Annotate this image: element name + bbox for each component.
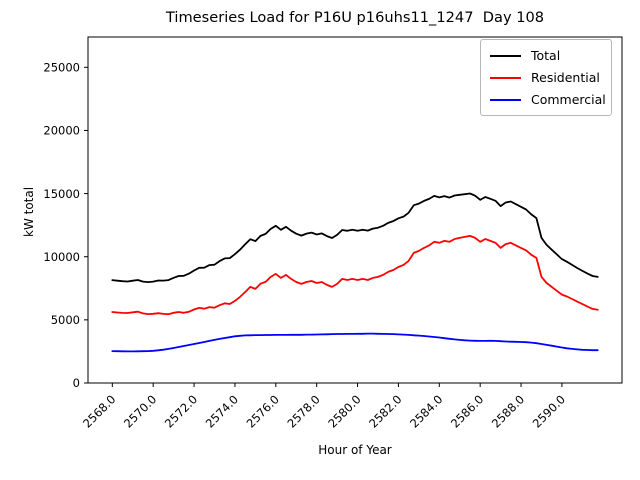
legend-item-residential: Residential bbox=[490, 67, 611, 89]
y-tick-label: 25000 bbox=[43, 61, 80, 75]
series-line-total bbox=[111, 192, 599, 284]
legend: Total Residential Commercial bbox=[480, 39, 612, 116]
x-tick-label: 2586.0 bbox=[448, 392, 486, 430]
series-line-residential bbox=[111, 234, 599, 316]
plot-frame bbox=[87, 36, 623, 384]
y-tick-label: 15000 bbox=[43, 187, 80, 201]
legend-item-commercial: Commercial bbox=[490, 89, 611, 111]
legend-line-sample bbox=[490, 55, 521, 57]
x-axis-label: Hour of Year bbox=[318, 443, 392, 457]
x-tick-label: 2582.0 bbox=[366, 392, 404, 430]
x-tick-label: 2574.0 bbox=[203, 392, 241, 430]
legend-label: Commercial bbox=[531, 91, 606, 107]
y-tick-label: 20000 bbox=[43, 124, 80, 138]
x-tick-label: 2588.0 bbox=[489, 392, 527, 430]
x-tick-label: 2578.0 bbox=[284, 392, 322, 430]
legend-label: Residential bbox=[531, 69, 600, 85]
x-tick-label: 2580.0 bbox=[325, 392, 363, 430]
series-line-commercial bbox=[111, 332, 599, 353]
x-tick-label: 2572.0 bbox=[162, 392, 200, 430]
legend-line-sample bbox=[490, 99, 521, 101]
y-tick-label: 0 bbox=[73, 376, 80, 390]
legend-line-sample bbox=[490, 77, 521, 79]
y-tick-label: 5000 bbox=[51, 313, 80, 327]
x-tick-label: 2570.0 bbox=[121, 392, 159, 430]
x-tick-label: 2590.0 bbox=[530, 392, 568, 430]
x-tick-label: 2584.0 bbox=[407, 392, 445, 430]
x-tick-label: 2568.0 bbox=[80, 392, 118, 430]
x-tick-label: 2576.0 bbox=[244, 392, 282, 430]
legend-label: Total bbox=[531, 47, 561, 63]
chart-title: Timeseries Load for P16U p16uhs11_1247 D… bbox=[165, 9, 545, 26]
legend-item-total: Total bbox=[490, 45, 611, 67]
y-tick-label: 10000 bbox=[43, 250, 80, 264]
